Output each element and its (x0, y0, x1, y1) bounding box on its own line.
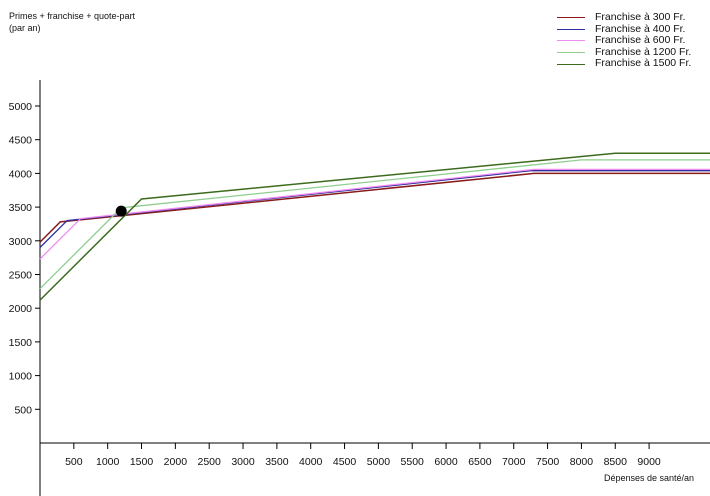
x-tick-label-3000: 3000 (231, 456, 255, 468)
legend: Franchise à 300 Fr. Franchise à 400 Fr. Fr… (557, 11, 692, 70)
y-tick-label-5000: 5000 (9, 101, 33, 113)
x-tick-label-2500: 2500 (198, 456, 222, 468)
legend-item-2: Franchise à 400 Fr. (557, 22, 691, 36)
legend-swatch-1 (557, 17, 585, 19)
legend-label-1: Franchise à 300 Fr. (595, 11, 686, 23)
x-tick-label-2000: 2000 (164, 456, 188, 468)
x-tick-label-3500: 3500 (265, 456, 289, 468)
y-axis-title: Primes + franchise + quote-part (par an) (9, 10, 135, 34)
y-axis-title-line-2: (par an) (9, 23, 41, 33)
legend-label-5: Franchise à 1500 Fr. (595, 57, 692, 70)
x-tick-label-1000: 1000 (96, 456, 120, 468)
legend-label-4: Franchise à 1200 Fr. (595, 45, 692, 58)
legend-swatch-3 (557, 40, 585, 42)
x-tick-label-7500: 7500 (536, 456, 560, 468)
legend-item-1: Franchise à 300 Fr. (557, 11, 691, 24)
legend-item-3: Franchise à 600 Fr. (557, 35, 691, 47)
x-tick-label-6000: 6000 (434, 456, 458, 468)
series-line-1 (39, 172, 710, 243)
legend-swatch-4 (557, 52, 585, 54)
y-tick-label-3500: 3500 (9, 202, 33, 214)
x-tick-label-8500: 8500 (604, 456, 628, 468)
legend-swatch-5 (557, 63, 585, 65)
legend-label-3: Franchise à 600 Fr. (595, 34, 686, 47)
x-tick-label-8000: 8000 (570, 456, 594, 468)
x-axis-title: Dépenses de santé/an (604, 473, 695, 483)
y-tick-label-4500: 4500 (9, 135, 33, 147)
y-tick-label-1500: 1500 (9, 337, 33, 349)
x-tick-label-7000: 7000 (502, 456, 526, 468)
x-tick-label-500: 500 (65, 456, 83, 468)
x-tick-label-5000: 5000 (367, 456, 391, 468)
x-tick-label-9000: 9000 (637, 456, 661, 468)
y-tick-label-2500: 2500 (9, 270, 33, 282)
series-line-2 (39, 170, 710, 248)
legend-item-4: Franchise à 1200 Fr. (557, 45, 692, 59)
legend-swatch-2 (557, 28, 585, 30)
y-tick-label-500: 500 (14, 404, 32, 416)
x-tick-label-1500: 1500 (130, 456, 154, 468)
x-tick-label-4500: 4500 (333, 456, 357, 468)
x-tick-label-5500: 5500 (401, 456, 425, 468)
y-tick-label-3000: 3000 (9, 236, 33, 248)
y-tick-label-4000: 4000 (9, 168, 33, 180)
legend-item-5: Franchise à 1500 Fr. (557, 58, 691, 70)
legend-label-2: Franchise à 400 Fr. (595, 22, 686, 35)
intersection-marker (115, 205, 127, 217)
x-tick-label-6500: 6500 (468, 456, 492, 468)
series-line-5 (39, 152, 710, 301)
x-tick-label-4000: 4000 (299, 456, 323, 468)
y-tick-label-1000: 1000 (9, 371, 33, 383)
series-line-3 (39, 168, 710, 260)
y-tick-label-2000: 2000 (9, 303, 33, 315)
y-axis-title-line-1: Primes + franchise + quote-part (9, 11, 136, 21)
series-line-4 (39, 159, 710, 290)
